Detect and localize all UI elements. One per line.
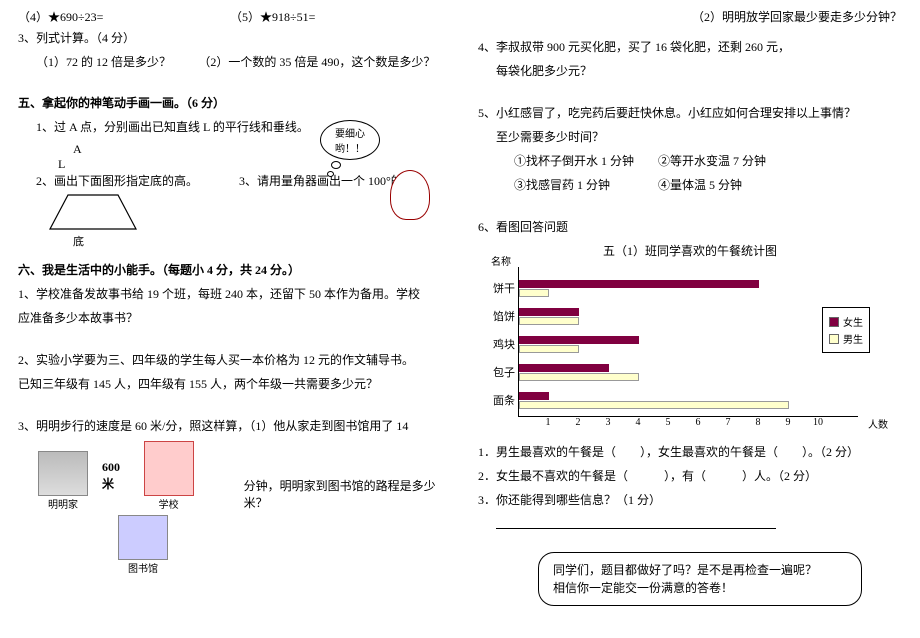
s4a: 4、李叔叔带 900 元买化肥，买了 16 袋化肥，还剩 260 元， <box>478 38 902 56</box>
cat-label: 包子 <box>483 364 515 380</box>
a-label: A <box>73 142 442 157</box>
s5b: 至少需要多少时间？ <box>496 128 902 146</box>
s5-1: 1、过 A 点，分别画出已知直线 L 的平行线和垂线。 <box>36 118 442 136</box>
bar-girl <box>519 392 549 400</box>
home-label: 明明家 <box>38 496 88 511</box>
q5-text: （5）★918÷51= <box>230 8 442 25</box>
s6-3a: 3、明明步行的速度是 60 米/分，照这样算，（1）他从家走到图书馆用了 14 <box>18 417 442 435</box>
chart-row: 包子 <box>519 359 858 385</box>
school-block: 学校 <box>144 441 194 511</box>
cat-label: 鸡块 <box>483 336 515 352</box>
l-label: L <box>58 157 442 172</box>
x-tick: 1 <box>546 417 551 428</box>
callout-1: 同学们，题目都做好了吗？是不是再检查一遍呢？ <box>553 561 847 579</box>
x-axis: 人数 12345678910 <box>518 417 858 431</box>
map-row: 明明家 600米 学校 分钟，明明家到图书馆的路程是多少米？ <box>38 441 442 511</box>
chart-wrap: 名称 饼干馅饼鸡块包子面条 人数 12345678910 女生 男生 <box>518 267 858 431</box>
school-icon <box>144 441 194 496</box>
bar-boy <box>519 289 549 297</box>
s5-2: 2、画出下面图形指定底的高。 <box>36 172 239 189</box>
q4-text: （4）★690÷23= <box>18 8 230 25</box>
s6-1b: 应准备多少本故事书？ <box>18 309 442 327</box>
s6-1a: 1、学校准备发故事书给 19 个班，每班 240 本，还留下 50 本作为备用。… <box>18 285 442 303</box>
callout-box: 同学们，题目都做好了吗？是不是再检查一遍呢？ 相信你一定能交一份满意的答卷！ <box>538 552 862 606</box>
section6: 六、我是生活中的小能手。（每题小 4 分，共 24 分。） <box>18 261 442 279</box>
bar-girl <box>519 336 639 344</box>
di-label: 底 <box>73 233 442 249</box>
swatch-girl <box>829 317 839 327</box>
s6-2a: 2、实验小学要为三、四年级的学生每人买一本价格为 12 元的作文辅导书。 <box>18 351 442 369</box>
x-tick: 3 <box>606 417 611 428</box>
x-tick: 2 <box>576 417 581 428</box>
callout-2: 相信你一定能交一份满意的答卷！ <box>553 579 847 597</box>
distance-label: 600米 <box>102 460 130 492</box>
chart-row: 面条 <box>519 387 858 413</box>
bar-girl <box>519 280 759 288</box>
rq1: 1．男生最喜欢的午餐是（ ），女生最喜欢的午餐是（ ）。（2 分） <box>478 443 902 461</box>
y-label: 名称 <box>491 253 511 268</box>
s5d: ③找感冒药 1 分钟 ④量体温 5 分钟 <box>514 176 902 194</box>
chart-row: 鸡块 <box>519 331 858 357</box>
library-block: 图书馆 <box>118 515 442 575</box>
cat-label: 饼干 <box>483 280 515 296</box>
x-tick: 8 <box>756 417 761 428</box>
q3-sub: （1）72 的 12 倍是多少？ （2）一个数的 35 倍是 490，这个数是多… <box>36 53 442 70</box>
q3a: （1）72 的 12 倍是多少？ <box>36 53 198 70</box>
rq3: 3．你还能得到哪些信息？（1 分） <box>478 491 902 509</box>
s6: 6、看图回答问题 <box>478 218 902 236</box>
library-icon <box>118 515 168 560</box>
chart-row: 饼干 <box>519 275 858 301</box>
bar-girl <box>519 364 609 372</box>
right-column: （2）明明放学回家最少要走多少分钟？ 4、李叔叔带 900 元买化肥，买了 16… <box>460 0 920 638</box>
rq2: 2．女生最不喜欢的午餐是（ ），有（ ）人。（2 分） <box>478 467 902 485</box>
swatch-boy <box>829 334 839 344</box>
s3-2: （2）明明放学回家最少要走多少分钟？ <box>478 8 902 26</box>
home-block: 明明家 <box>38 451 88 511</box>
cat-label: 馅饼 <box>483 308 515 324</box>
chart-title: 五（1）班同学喜欢的午餐统计图 <box>478 242 902 259</box>
cat-label: 面条 <box>483 392 515 408</box>
s5-23: 2、画出下面图形指定底的高。 3、请用量角器画出一个 100°的角。 <box>36 172 442 189</box>
s5a: 5、小红感冒了，吃完药后要赶快休息。小红应如何合理安排以上事情？ <box>478 104 902 122</box>
section5: 五、拿起你的神笔动手画一画。（6 分） <box>18 94 442 112</box>
x-tick: 5 <box>666 417 671 428</box>
s6-3b: 分钟，明明家到图书馆的路程是多少米？ <box>244 477 442 511</box>
left-column: （4）★690÷23= （5）★918÷51= 3、列式计算。（4 分） （1）… <box>0 0 460 638</box>
division-row: （4）★690÷23= （5）★918÷51= <box>18 8 442 25</box>
x-tick: 7 <box>726 417 731 428</box>
q3-header: 3、列式计算。（4 分） <box>18 29 442 47</box>
bar-boy <box>519 401 789 409</box>
chart-row: 馅饼 <box>519 303 858 329</box>
legend-boy: 男生 <box>829 331 863 346</box>
s4b: 每袋化肥多少元？ <box>496 62 902 80</box>
speech-bubble: 要细心哟！！ <box>320 120 380 160</box>
x-tick: 10 <box>813 417 823 428</box>
x-label: 人数 <box>868 416 888 431</box>
bar-boy <box>519 345 579 353</box>
s6-2b: 已知三年级有 145 人，四年级有 155 人，两个年级一共需要多少元？ <box>18 375 442 393</box>
x-tick: 4 <box>636 417 641 428</box>
x-tick: 6 <box>696 417 701 428</box>
bar-boy <box>519 373 639 381</box>
trapezoid-shape <box>48 193 442 231</box>
s5c: ①找杯子倒开水 1 分钟 ②等开水变温 7 分钟 <box>514 152 902 170</box>
legend-girl: 女生 <box>829 314 863 329</box>
kitty-icon <box>390 170 430 220</box>
answer-line <box>496 515 902 534</box>
school-label: 学校 <box>144 496 194 511</box>
legend: 女生 男生 <box>822 307 870 353</box>
bar-chart: 名称 饼干馅饼鸡块包子面条 <box>518 267 858 417</box>
x-tick: 9 <box>786 417 791 428</box>
bar-girl <box>519 308 579 316</box>
bar-boy <box>519 317 579 325</box>
q3b: （2）一个数的 35 倍是 490，这个数是多少？ <box>198 53 442 70</box>
home-icon <box>38 451 88 496</box>
library-label: 图书馆 <box>118 560 168 575</box>
